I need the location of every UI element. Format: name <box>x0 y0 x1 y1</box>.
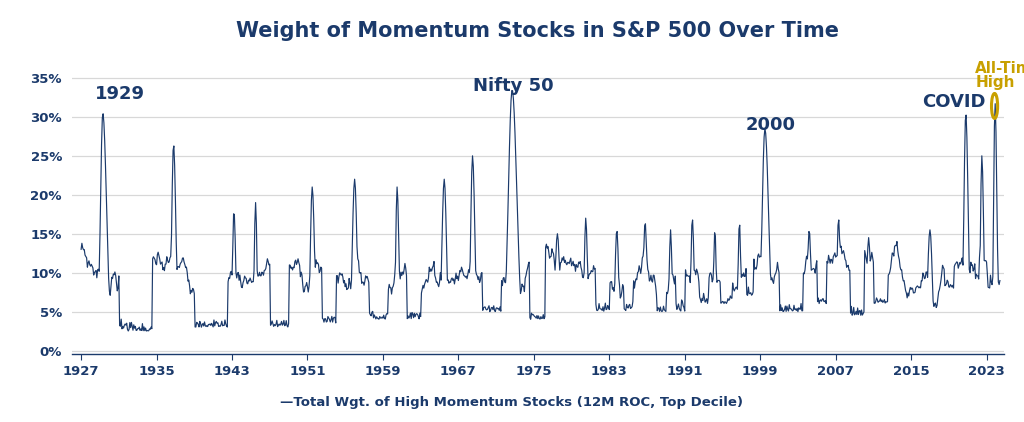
Text: High: High <box>975 76 1015 90</box>
Text: Nifty 50: Nifty 50 <box>472 77 553 95</box>
Text: —Total Wgt. of High Momentum Stocks (12M ROC, Top Decile): —Total Wgt. of High Momentum Stocks (12M… <box>281 396 743 409</box>
Text: 1929: 1929 <box>95 85 145 103</box>
Text: COVID: COVID <box>923 92 986 111</box>
Text: 2000: 2000 <box>746 116 796 134</box>
Title: Weight of Momentum Stocks in S&P 500 Over Time: Weight of Momentum Stocks in S&P 500 Ove… <box>237 21 839 41</box>
Text: All-Time: All-Time <box>975 61 1024 76</box>
